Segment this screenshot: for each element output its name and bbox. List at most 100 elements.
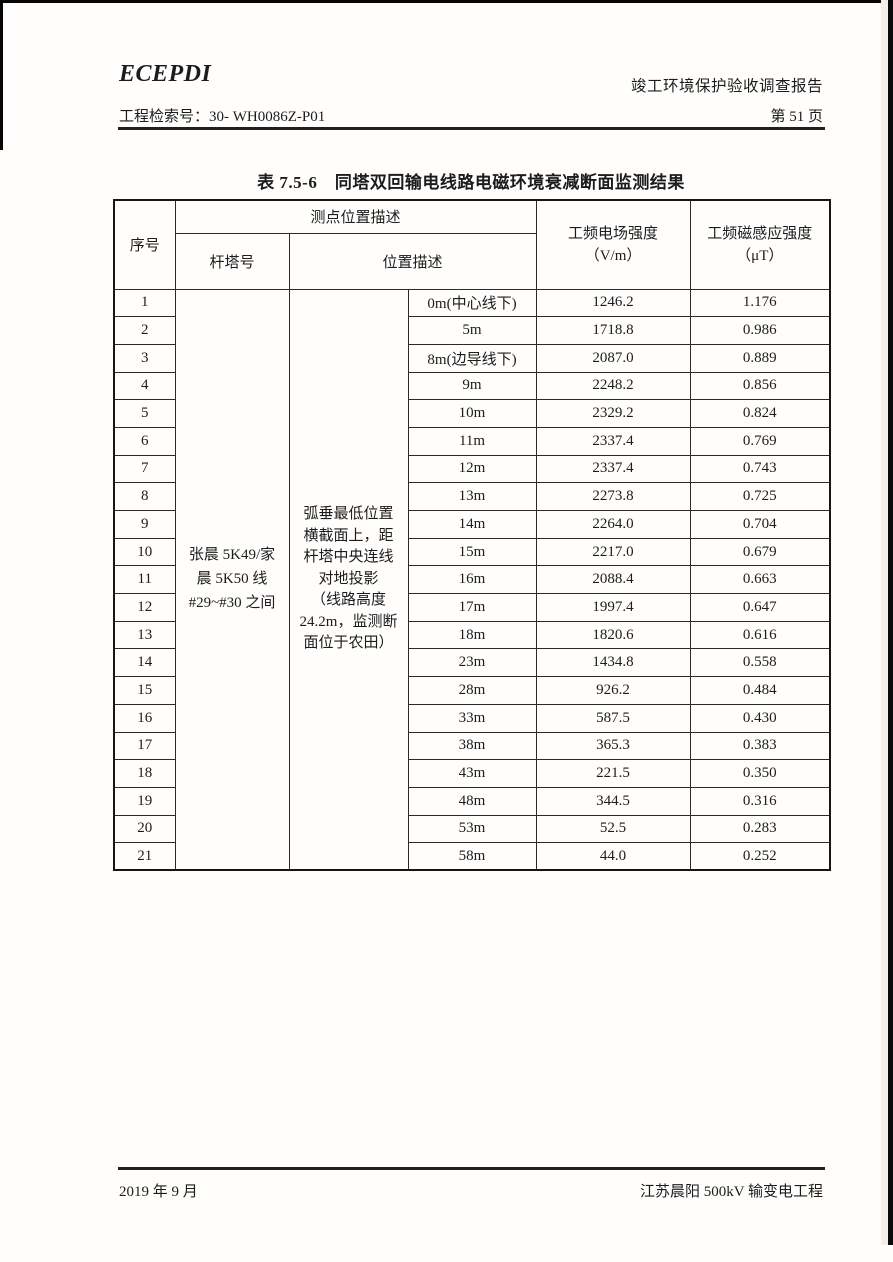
table-row: 18 43m 221.5 0.350 (113, 759, 831, 788)
cell-bfield-value: 0.484 (689, 676, 831, 705)
header-cell-position: 位置描述 (288, 232, 537, 290)
cell-text-line: 面位于农田） (303, 635, 394, 652)
cell-distance: 33m (407, 703, 537, 733)
cell-bfield-value: 0.743 (689, 454, 831, 484)
cell-distance: 15m (407, 537, 537, 567)
table-row: 19 48m 344.5 0.316 (113, 786, 831, 816)
cell-efield-value: 344.5 (535, 786, 691, 816)
cell-efield-value: 2337.4 (535, 426, 691, 456)
cell-bfield-value: 0.383 (689, 731, 831, 761)
cell-bfield-value: 0.647 (689, 593, 831, 622)
table-title: 表 7.5-6 同塔双回输电线路电磁环境衰减断面监测结果 (257, 173, 685, 192)
cell-distance: 53m (407, 814, 537, 844)
cell-efield-value: 1718.8 (535, 316, 691, 345)
cell-distance: 5m (407, 316, 537, 345)
cell-index: 11 (113, 565, 176, 595)
cell-bfield-value: 0.663 (689, 565, 831, 595)
cell-index: 17 (113, 731, 176, 761)
monitoring-results-table: 序号 测点位置描述 工频电场强度 （V/m） 工频磁感应强度 （μT） 杆塔号 … (113, 199, 832, 872)
cell-text-line: 杆塔中央连线 (303, 549, 394, 566)
doc-index-number: 工程检索号：30- WH0086Z-P01 (119, 109, 326, 125)
report-title: 竣工环境保护验收调查报告 (630, 78, 823, 95)
header-efield-line1: 工频电场强度 (568, 225, 659, 242)
scan-edge-left (0, 3, 3, 150)
cell-distance: 28m (407, 676, 537, 705)
cell-bfield-value: 0.725 (689, 482, 831, 511)
table-row: 5 10m 2329.2 0.824 (113, 399, 831, 428)
scan-edge-right (888, 0, 893, 1245)
cell-bfield-value: 0.679 (689, 537, 831, 567)
footer-project-name: 江苏晨阳 500kV 输变电工程 (639, 1184, 823, 1200)
cell-index: 21 (113, 842, 176, 871)
cell-text-line: 弧垂最低位置 (303, 506, 394, 523)
cell-efield-value: 2088.4 (535, 565, 691, 595)
table-row: 11 16m 2088.4 0.663 (113, 565, 831, 595)
cell-efield-value: 52.5 (535, 814, 691, 844)
table-row: 13 18m 1820.6 0.616 (113, 620, 831, 650)
header-bfield-line2: （μT） (736, 247, 784, 264)
cell-index: 18 (113, 759, 176, 788)
cell-bfield-value: 0.986 (689, 316, 831, 345)
cell-index: 20 (113, 814, 176, 844)
cell-efield-value: 2337.4 (535, 454, 691, 484)
cell-bfield-value: 0.704 (689, 510, 831, 539)
header-cell-location-group: 测点位置描述 (174, 199, 537, 234)
table-row: 15 28m 926.2 0.484 (113, 676, 831, 705)
cell-index: 15 (113, 676, 176, 705)
cell-distance: 38m (407, 731, 537, 761)
cell-efield-value: 44.0 (535, 842, 691, 871)
table-row: 7 12m 2337.4 0.743 (113, 454, 831, 484)
cell-efield-value: 587.5 (535, 703, 691, 733)
cell-text-line: （线路高度 (310, 592, 386, 609)
table-row: 17 38m 365.3 0.383 (113, 731, 831, 761)
cell-distance: 9m (407, 371, 537, 401)
cell-efield-value: 1246.2 (535, 288, 691, 318)
cell-bfield-value: 0.558 (689, 648, 831, 678)
page-number: 第 51 页 (770, 109, 823, 125)
header-cell-bfield: 工频磁感应强度 （μT） (689, 199, 831, 290)
cell-bfield-value: 0.350 (689, 759, 831, 788)
cell-distance: 10m (407, 399, 537, 428)
cell-index: 16 (113, 703, 176, 733)
table-row: 10 15m 2217.0 0.679 (113, 537, 831, 567)
cell-index: 19 (113, 786, 176, 816)
cell-efield-value: 2273.8 (535, 482, 691, 511)
cell-efield-value: 1820.6 (535, 620, 691, 650)
cell-efield-value: 221.5 (535, 759, 691, 788)
cell-bfield-value: 1.176 (689, 288, 831, 318)
header-cell-tower: 杆塔号 (174, 232, 290, 290)
header-row-1: 序号 测点位置描述 工频电场强度 （V/m） 工频磁感应强度 （μT） (113, 199, 831, 290)
cell-distance: 12m (407, 454, 537, 484)
cell-position-description: 弧垂最低位置 横截面上，距 杆塔中央连线 对地投影 （线路高度 24.2m，监测断 面位于农… (288, 288, 409, 871)
cell-bfield-value: 0.430 (689, 703, 831, 733)
table-row: 1 张晨 5K49/家晨 5K50 线 #29~#30 之间 弧垂最低位置 横截面上，距… (113, 288, 831, 871)
cell-tower-number: 张晨 5K49/家晨 5K50 线 #29~#30 之间 (174, 288, 290, 871)
cell-index: 8 (113, 482, 176, 511)
cell-efield-value: 926.2 (535, 676, 691, 705)
cell-text-line: 张晨 5K49/家 (188, 547, 276, 564)
cell-efield-value: 2248.2 (535, 371, 691, 401)
cell-bfield-value: 0.252 (689, 842, 831, 871)
cell-distance: 48m (407, 786, 537, 816)
table-row: 4 9m 2248.2 0.856 (113, 371, 831, 401)
header-bfield-line1: 工频磁感应强度 (707, 225, 813, 242)
cell-bfield-value: 0.769 (689, 426, 831, 456)
cell-distance: 0m(中心线下) (407, 288, 537, 318)
cell-index: 2 (113, 316, 176, 345)
footer-rule (118, 1167, 825, 1170)
table-row: 12 17m 1997.4 0.647 (113, 593, 831, 622)
cell-efield-value: 2087.0 (535, 343, 691, 373)
table-row: 6 11m 2337.4 0.769 (113, 426, 831, 456)
cell-index: 12 (113, 593, 176, 622)
cell-bfield-value: 0.889 (689, 343, 831, 373)
header-efield-line2: （V/m） (584, 247, 642, 264)
cell-text-line: 晨 5K50 线 (196, 571, 268, 588)
cell-text-line: 对地投影 (318, 570, 379, 587)
cell-text-line: #29~#30 之间 (188, 595, 276, 612)
cell-distance: 13m (407, 482, 537, 511)
cell-bfield-value: 0.824 (689, 399, 831, 428)
table-row: 8 13m 2273.8 0.725 (113, 482, 831, 511)
cell-distance: 14m (407, 510, 537, 539)
cell-bfield-value: 0.283 (689, 814, 831, 844)
